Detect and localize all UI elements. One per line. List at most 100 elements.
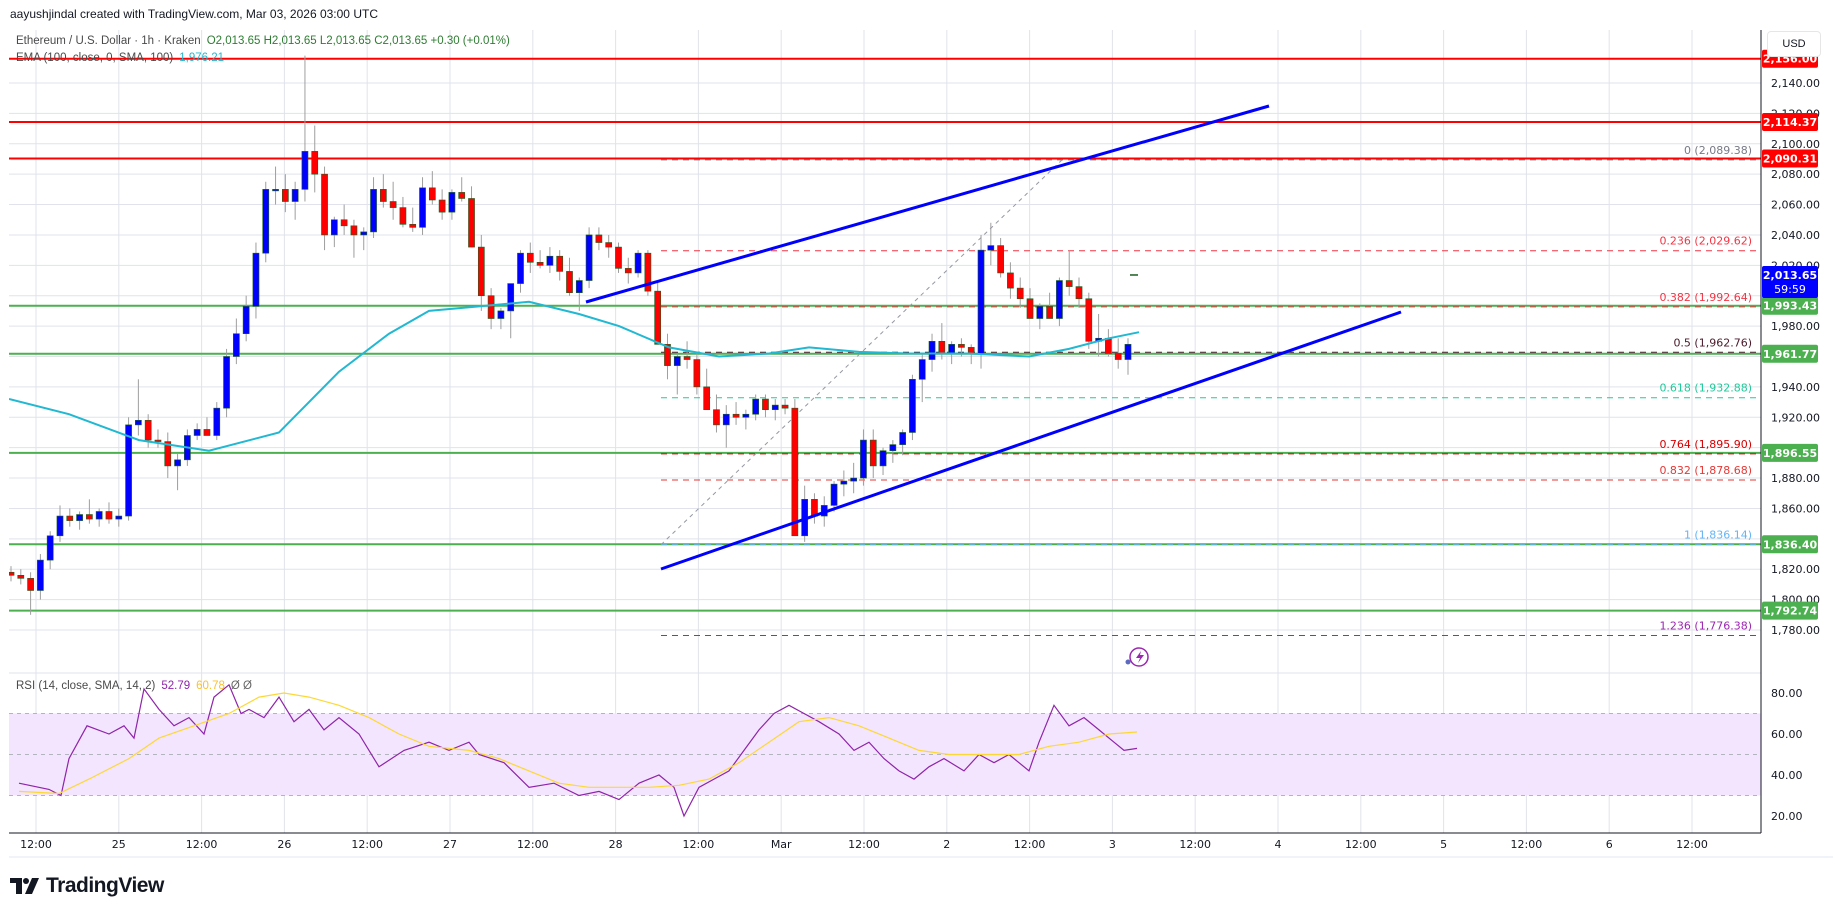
symbol-legend[interactable]: Ethereum / U.S. Dollar · 1h · Kraken O2,0… — [16, 35, 510, 47]
price-level-tag[interactable] — [1762, 535, 1818, 554]
candle[interactable] — [585, 234, 593, 281]
candle[interactable] — [291, 189, 299, 202]
candle[interactable] — [164, 441, 172, 467]
candle[interactable] — [37, 559, 44, 591]
candle[interactable] — [664, 344, 671, 366]
candle[interactable] — [497, 310, 505, 319]
candle[interactable] — [17, 574, 25, 579]
price-level-tag[interactable] — [1762, 344, 1818, 363]
candle[interactable] — [27, 578, 34, 591]
currency-button[interactable]: USD — [1767, 31, 1821, 57]
price-level-tag[interactable] — [1762, 112, 1818, 131]
candle[interactable] — [350, 225, 358, 236]
candle[interactable] — [213, 407, 221, 436]
candle[interactable] — [125, 424, 132, 517]
channel-upper-line[interactable] — [585, 104, 1270, 304]
candle[interactable] — [889, 444, 897, 452]
price-level-tag[interactable] — [1762, 443, 1818, 462]
alert-lightning-icon[interactable] — [1125, 647, 1149, 667]
chart-area[interactable]: 0 (2,089.38) 0.236 (2,029.62) 0.382 (1,992… — [7, 30, 1833, 858]
candle[interactable] — [252, 252, 260, 307]
candle[interactable] — [722, 413, 730, 426]
candle[interactable] — [1114, 353, 1122, 360]
candle[interactable] — [419, 187, 426, 228]
candle[interactable] — [595, 234, 603, 243]
candle[interactable] — [840, 480, 848, 485]
candle[interactable] — [272, 189, 279, 192]
candle[interactable] — [448, 192, 456, 213]
candle[interactable] — [683, 356, 691, 360]
candle[interactable] — [860, 439, 867, 479]
rsi-legend[interactable]: RSI (14, close, SMA, 14, 2) 52.79 60.78 Ø Ø — [16, 680, 252, 692]
candle[interactable] — [95, 511, 103, 520]
candle[interactable] — [242, 306, 250, 335]
ema-100-line[interactable] — [8, 300, 1140, 452]
candle[interactable] — [233, 333, 240, 357]
candle[interactable] — [468, 198, 475, 248]
candle[interactable] — [713, 409, 720, 426]
candle[interactable] — [742, 413, 750, 418]
candle[interactable] — [409, 224, 417, 228]
tradingview-logo[interactable]: TradingView — [10, 874, 164, 898]
candle[interactable] — [340, 219, 348, 227]
candle[interactable] — [56, 515, 64, 537]
candle[interactable] — [850, 477, 857, 482]
candle[interactable] — [928, 341, 936, 360]
candle[interactable] — [752, 398, 760, 415]
candle[interactable] — [144, 420, 152, 441]
candle[interactable] — [879, 450, 887, 467]
candle[interactable] — [370, 189, 377, 233]
last-price-tag[interactable] — [1762, 265, 1818, 298]
candle[interactable] — [693, 359, 701, 388]
candle[interactable] — [654, 290, 662, 345]
candle[interactable] — [154, 439, 162, 442]
candle[interactable] — [1036, 306, 1044, 319]
candle[interactable] — [938, 341, 946, 354]
candle[interactable] — [1075, 286, 1083, 300]
candle[interactable] — [673, 356, 681, 366]
candle[interactable] — [909, 378, 916, 433]
candle[interactable] — [174, 459, 181, 467]
candle[interactable] — [575, 280, 583, 293]
candle[interactable] — [517, 252, 524, 284]
candle[interactable] — [977, 249, 985, 354]
candle[interactable] — [1124, 344, 1132, 360]
candle[interactable] — [791, 407, 799, 537]
candle[interactable] — [556, 255, 564, 272]
candle[interactable] — [1056, 280, 1063, 319]
candle[interactable] — [66, 515, 74, 521]
price-chart-canvas[interactable]: 0 (2,089.38) 0.236 (2,029.62) 0.382 (1,992… — [7, 30, 1833, 858]
candle[interactable] — [899, 432, 906, 445]
candle[interactable] — [105, 511, 113, 520]
candle[interactable] — [1026, 298, 1034, 319]
candle[interactable] — [762, 398, 769, 410]
candle[interactable] — [644, 252, 652, 292]
candle[interactable] — [1007, 272, 1014, 289]
candle[interactable] — [7, 571, 15, 576]
price-level-tag[interactable] — [1762, 296, 1818, 315]
candle[interactable] — [135, 420, 142, 426]
candle[interactable] — [193, 429, 201, 436]
candle[interactable] — [605, 242, 613, 248]
candle[interactable] — [331, 219, 338, 236]
candle[interactable] — [566, 271, 573, 293]
candle[interactable] — [86, 514, 93, 520]
candle[interactable] — [321, 173, 328, 236]
candle[interactable] — [360, 231, 368, 236]
candle[interactable] — [781, 404, 789, 409]
candle[interactable] — [282, 189, 289, 202]
candle[interactable] — [987, 245, 995, 251]
candle[interactable] — [477, 246, 485, 297]
price-level-tag[interactable] — [1762, 601, 1818, 620]
candle[interactable] — [948, 344, 955, 354]
candle[interactable] — [1046, 306, 1053, 319]
candle[interactable] — [389, 201, 397, 208]
channel-lower-line[interactable] — [660, 310, 1402, 571]
candle[interactable] — [428, 187, 436, 201]
candle[interactable] — [703, 386, 711, 410]
rsi-sma-line[interactable] — [18, 692, 1138, 795]
candle[interactable] — [301, 151, 309, 190]
candle[interactable] — [615, 246, 622, 269]
candle[interactable] — [1085, 298, 1093, 342]
candle[interactable] — [830, 483, 838, 506]
